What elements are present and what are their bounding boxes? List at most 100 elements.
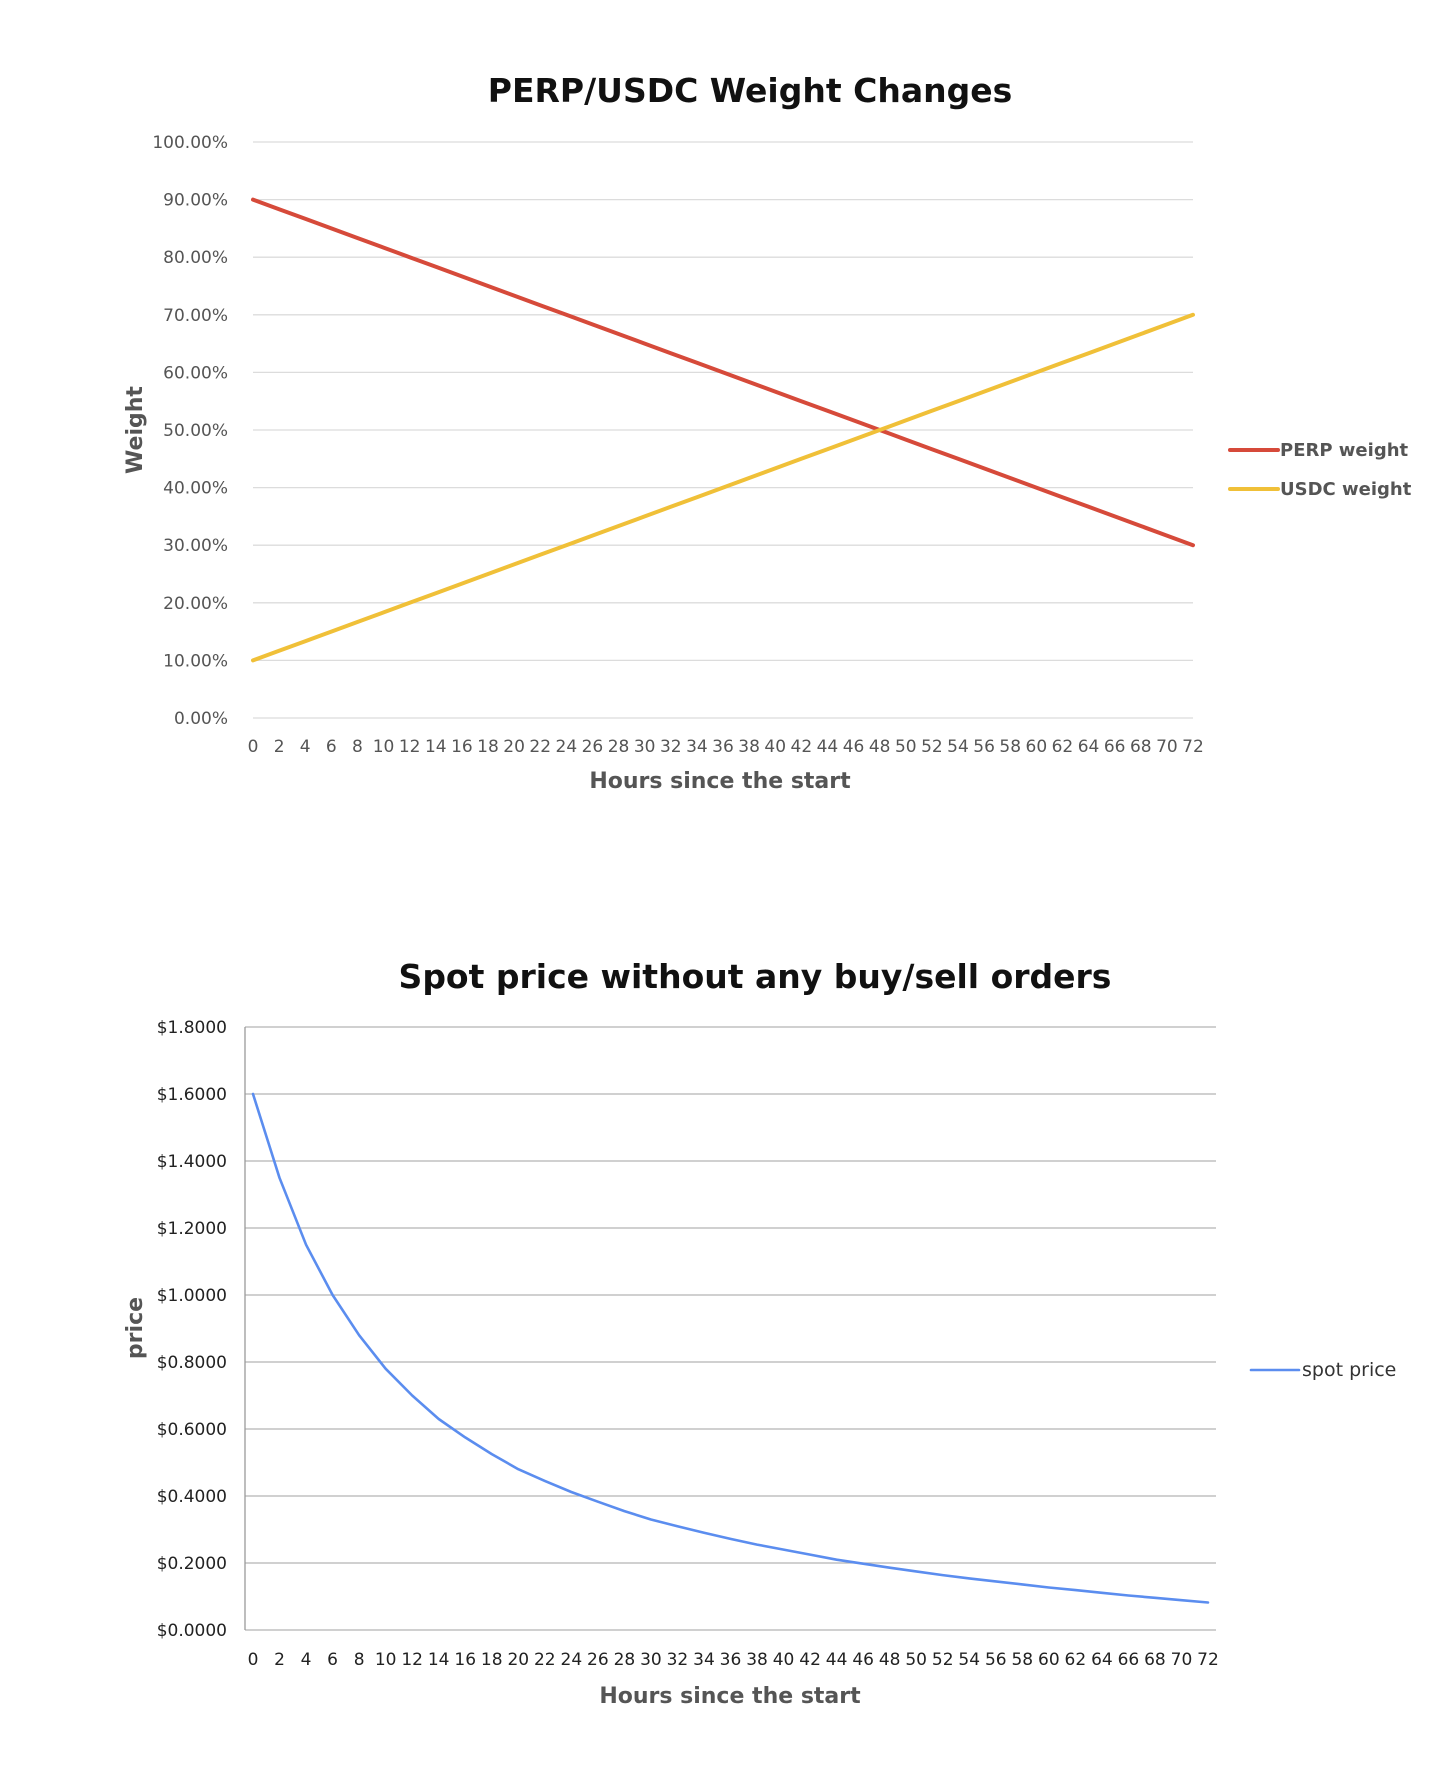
legend-label: USDC weight [1280,479,1412,500]
y-tick-label: 50.00% [163,421,228,441]
x-tick-label: 38 [738,737,760,757]
x-tick-label: 62 [1065,1650,1087,1670]
x-tick-label: 0 [248,737,259,757]
y-tick-label: 70.00% [163,306,228,326]
x-tick-label: 28 [614,1650,636,1670]
chart-2: Spot price without any buy/sell orders $0… [123,957,1396,1709]
x-tick-label: 8 [354,1650,365,1670]
y-tick-label: $1.8000 [157,1018,227,1038]
y-tick-label: $1.2000 [157,1219,227,1239]
x-tick-label: 12 [399,737,421,757]
x-tick-label: 12 [401,1650,423,1670]
x-tick-label: 68 [1144,1650,1166,1670]
x-tick-label: 70 [1156,737,1178,757]
x-tick-label: 4 [301,1650,312,1670]
x-tick-label: 60 [1026,737,1048,757]
x-tick-label: 66 [1118,1650,1140,1670]
series-line-spot-price [251,1092,1210,1604]
y-tick-label: 20.00% [163,594,228,614]
x-tick-label: 34 [686,737,708,757]
x-tick-label: 0 [248,1650,259,1670]
x-axis-title: Hours since the start [599,1684,861,1709]
x-tick-label: 52 [921,737,943,757]
x-tick-label: 8 [352,737,363,757]
x-tick-label: 48 [879,1650,901,1670]
x-tick-label: 46 [852,1650,874,1670]
x-tick-label: 54 [947,737,969,757]
y-tick-label: $0.6000 [157,1420,227,1440]
x-tick-label: 44 [817,737,839,757]
x-tick-label: 16 [451,737,473,757]
x-tick-label: 16 [454,1650,476,1670]
x-tick-label: 36 [720,1650,742,1670]
series-line-usdc-weight [251,312,1195,663]
x-tick-label: 30 [640,1650,662,1670]
y-tick-label: 40.00% [163,479,228,499]
x-tick-label: 56 [973,737,995,757]
x-tick-label: 64 [1091,1650,1113,1670]
y-axis-title: Weight [123,386,148,474]
x-tick-label: 58 [999,737,1021,757]
x-tick-label: 50 [905,1650,927,1670]
x-tick-label: 26 [582,737,604,757]
y-tick-label: $0.0000 [157,1621,227,1641]
x-tick-label: 6 [326,737,337,757]
x-tick-label: 14 [428,1650,450,1670]
y-tick-label: 30.00% [163,536,228,556]
x-tick-label: 70 [1171,1650,1193,1670]
x-tick-label: 10 [375,1650,397,1670]
x-tick-label: 72 [1182,737,1204,757]
y-tick-label: 90.00% [163,191,228,211]
x-axis-title: Hours since the start [589,769,851,794]
y-tick-label: $1.4000 [157,1152,227,1172]
x-tick-label: 2 [274,1650,285,1670]
x-tick-label: 60 [1038,1650,1060,1670]
x-tick-label: 50 [895,737,917,757]
chart-1: PERP/USDC Weight Changes 0.00% 10.00% 20.00… [123,71,1412,794]
x-tick-label: 42 [799,1650,821,1670]
x-tick-label: 34 [693,1650,715,1670]
x-tick-label: 6 [327,1650,338,1670]
x-tick-label: 36 [712,737,734,757]
y-tick-label: $0.8000 [157,1353,227,1373]
y-axis-title: price [123,1297,148,1359]
x-tick-label: 24 [561,1650,583,1670]
chart-title: PERP/USDC Weight Changes [488,71,1012,110]
x-tick-label: 20 [507,1650,529,1670]
legend-label: PERP weight [1280,440,1409,461]
x-tick-label: 44 [826,1650,848,1670]
x-tick-label: 28 [608,737,630,757]
x-tick-label: 26 [587,1650,609,1670]
y-tick-label: 0.00% [174,709,228,729]
x-tick-label: 56 [985,1650,1007,1670]
y-tick-label: $1.6000 [157,1085,227,1105]
y-tick-label: $1.0000 [157,1286,227,1306]
x-tick-label: 72 [1197,1650,1219,1670]
y-tick-label: $0.4000 [157,1487,227,1507]
y-tick-label: 80.00% [163,248,228,268]
x-tick-label: 66 [1104,737,1126,757]
y-tick-label: $0.2000 [157,1554,227,1574]
x-tick-label: 52 [932,1650,954,1670]
y-tick-label: 100.00% [152,133,228,153]
legend-label: spot price [1302,1359,1396,1381]
x-tick-label: 30 [634,737,656,757]
x-tick-label: 68 [1130,737,1152,757]
x-tick-label: 40 [773,1650,795,1670]
x-tick-label: 2 [274,737,285,757]
x-tick-label: 58 [1011,1650,1033,1670]
x-tick-label: 4 [300,737,311,757]
x-tick-label: 10 [373,737,395,757]
series-line-perp-weight [251,197,1195,548]
y-tick-label: 10.00% [163,651,228,671]
x-tick-label: 32 [667,1650,689,1670]
x-tick-label: 62 [1052,737,1074,757]
x-tick-label: 24 [556,737,578,757]
x-tick-label: 20 [503,737,525,757]
chart-title: Spot price without any buy/sell orders [399,957,1112,996]
x-tick-label: 18 [481,1650,503,1670]
x-tick-label: 32 [660,737,682,757]
x-tick-label: 54 [958,1650,980,1670]
